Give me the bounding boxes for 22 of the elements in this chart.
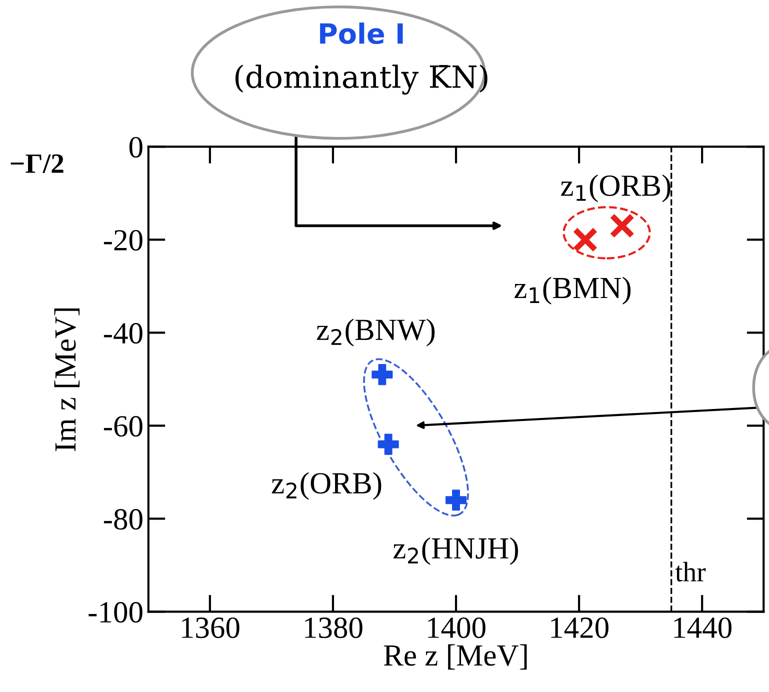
y-tick-label: -60	[104, 416, 142, 437]
x-tick-label: 1360	[182, 617, 240, 638]
y-tick-label: -100	[88, 602, 142, 623]
annotation: z$_{2}$(ORB)	[272, 472, 382, 500]
annotation: z$_{2}$(BNW)	[316, 318, 435, 346]
annotation: z$_{1}$(BMN)	[514, 276, 631, 305]
y-tick-label: -20	[104, 230, 142, 251]
annotation: z$_{1}$(ORB)	[561, 174, 670, 202]
ref-line-label: thr	[675, 562, 706, 582]
y-tick-label: -80	[104, 509, 142, 530]
x-tick-label: 1380	[305, 617, 362, 638]
text: (dominantly K̄N)	[235, 64, 488, 95]
text: Pole I	[320, 22, 403, 44]
x-axis-title: Re z [MeV]	[384, 644, 527, 670]
y-axis-title: Im z [MeV]	[54, 308, 80, 452]
annotation: z$_{2}$(HNJH)	[393, 537, 518, 565]
text: −Γ/2	[10, 154, 64, 174]
x-tick-label: 1400	[428, 617, 486, 638]
x-tick-label: 1420	[551, 617, 608, 638]
x-tick-label: 1440	[674, 617, 732, 638]
y-tick-label: -40	[104, 322, 142, 344]
y-tick-label: 0	[129, 136, 142, 158]
